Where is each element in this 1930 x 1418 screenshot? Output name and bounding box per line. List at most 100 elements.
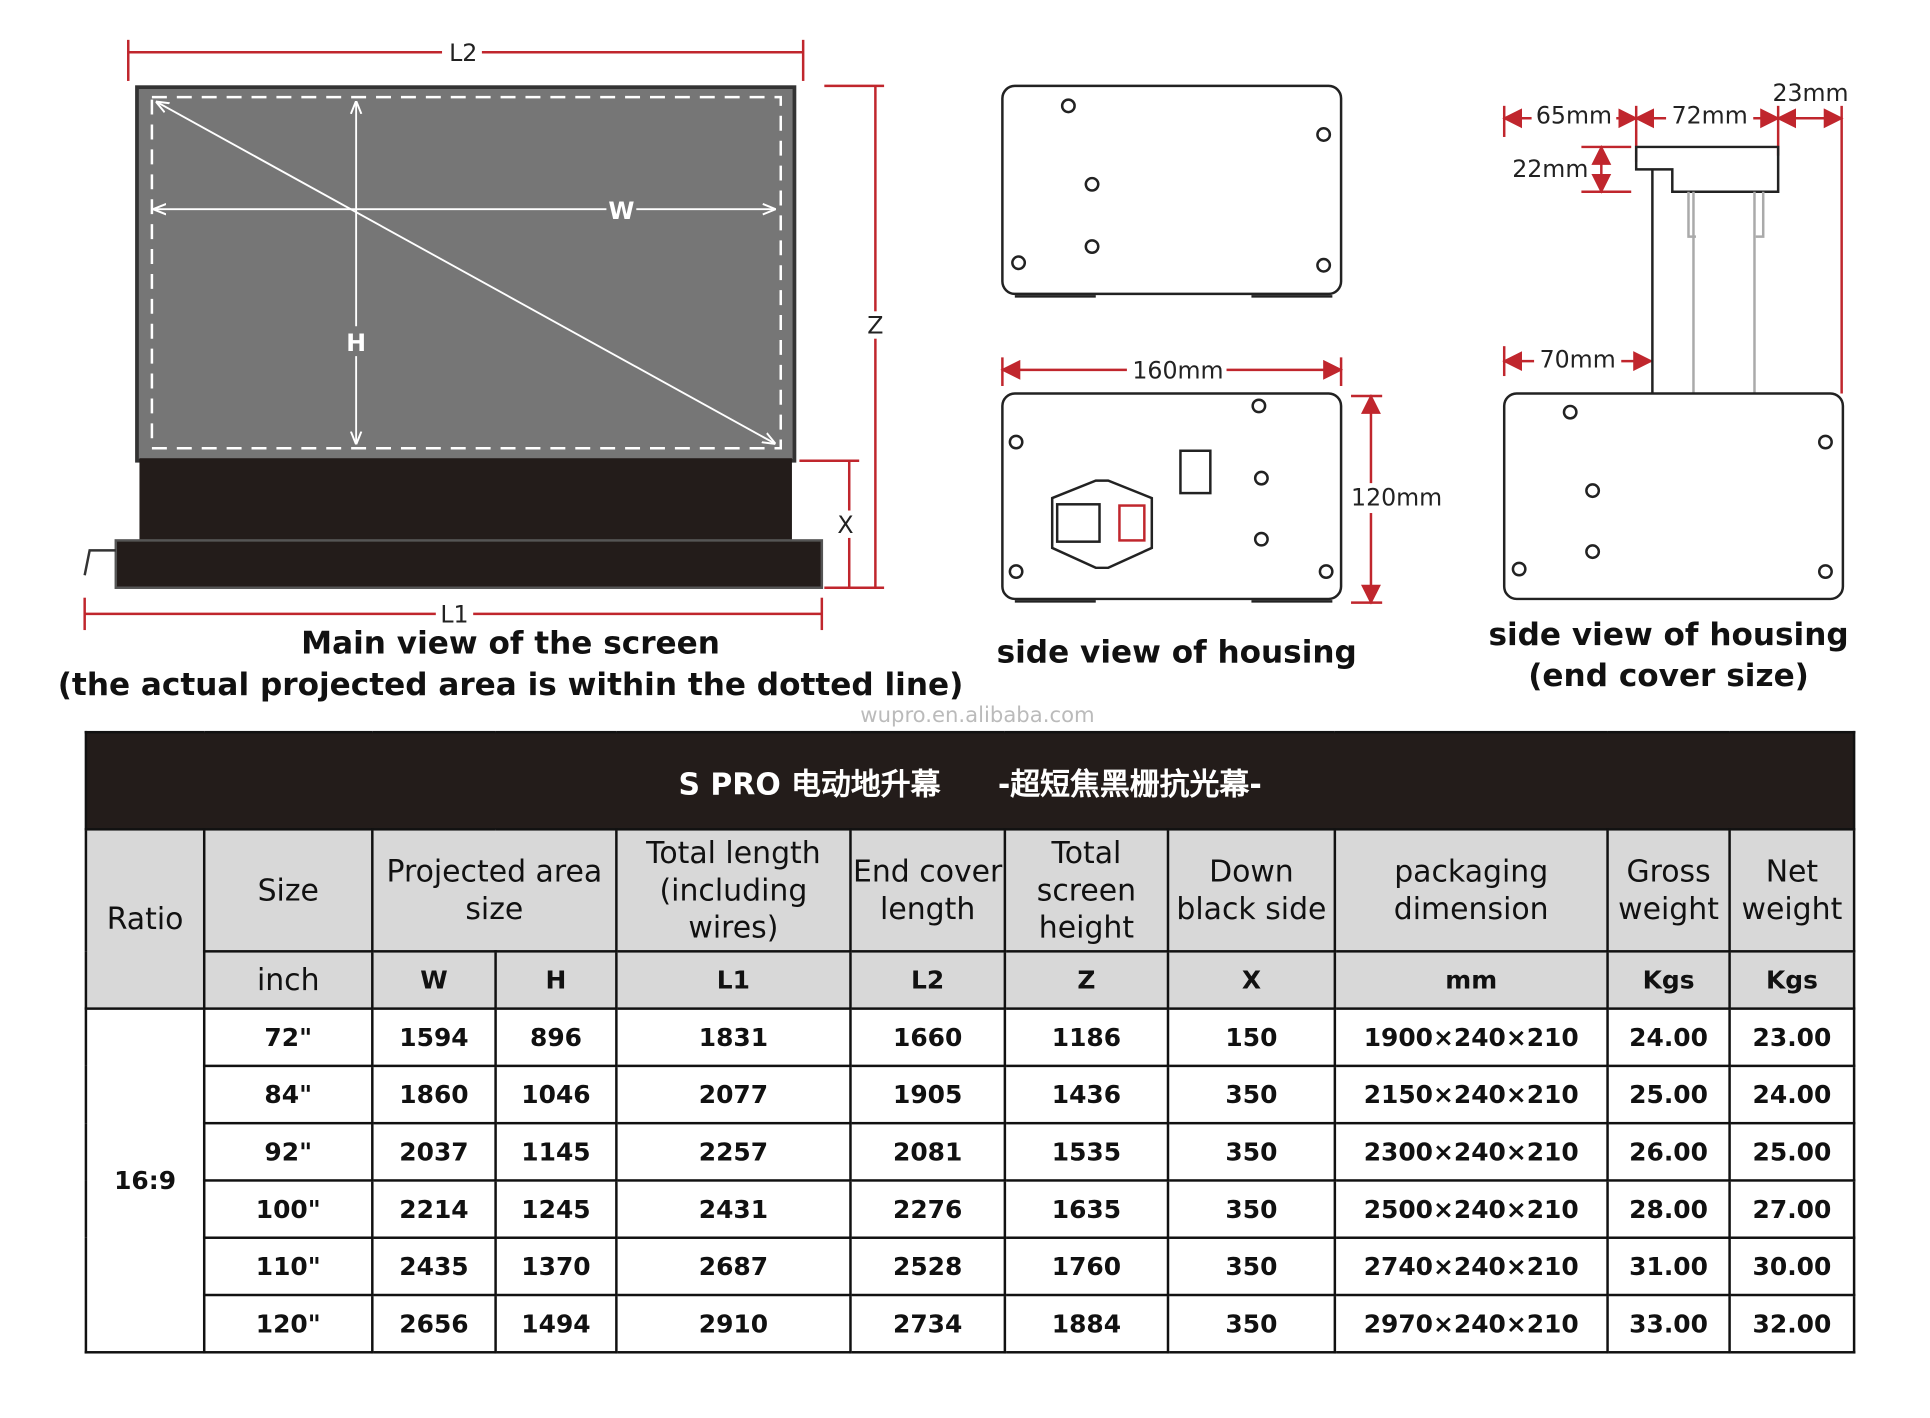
table-cell: 2081 <box>849 1121 1007 1182</box>
table-cell: 25.00 <box>1728 1121 1856 1182</box>
header-ratio: Ratio <box>84 828 206 1010</box>
table-cell: 350 <box>1166 1179 1337 1239</box>
table-cell: 2435 <box>371 1236 497 1297</box>
table-row: 92" 2037 1145 2257 2081 1535 350 2300×240×210 26… <box>86 1121 1856 1182</box>
dimension-diagrams: L2 W H Z X L1 160mm <box>83 37 1849 631</box>
side-view-caption: side view of housing <box>996 633 1357 670</box>
unit-packaging: mm <box>1333 950 1609 1010</box>
dim-22mm: 22mm <box>1512 155 1588 183</box>
w-label: W <box>608 197 634 225</box>
table-cell: 33.00 <box>1606 1293 1731 1354</box>
table-cell: 92" <box>202 1121 374 1182</box>
table-cell: 23.00 <box>1728 1007 1856 1068</box>
table-cell: 2257 <box>615 1121 852 1182</box>
table-cell: 350 <box>1166 1121 1337 1182</box>
table-cell: 30.00 <box>1728 1236 1856 1297</box>
header-total-height: Total screen height <box>1003 828 1170 953</box>
table-cell: 1831 <box>615 1007 852 1068</box>
table-cell: 2734 <box>849 1293 1007 1354</box>
table-cell: 2214 <box>371 1179 497 1239</box>
caption-line: Main view of the screen <box>301 625 720 662</box>
table-cell: 2910 <box>615 1293 852 1354</box>
table-row: 100" 2214 1245 2431 2276 1635 350 2500×240×210 2… <box>86 1179 1856 1239</box>
table-cell: 2431 <box>615 1179 852 1239</box>
height-120mm-label: 120mm <box>1351 484 1442 512</box>
table-cell: 2528 <box>849 1236 1007 1297</box>
table-cell: 1900×240×210 <box>1333 1007 1609 1068</box>
table-row: 16:9 72" 1594 896 1831 1660 1186 150 1900×240×21… <box>84 1007 1856 1354</box>
caption-line: (end cover size) <box>1528 657 1809 694</box>
table-cell: 1046 <box>494 1064 618 1125</box>
title-right: -超短焦黑栅抗光幕- <box>997 766 1262 802</box>
unit-l2: L2 <box>849 950 1007 1010</box>
table-cell: 84" <box>202 1064 374 1125</box>
unit-w: W <box>371 950 497 1010</box>
table-row: 110" 2435 1370 2687 2528 1760 350 2740×240×210 3… <box>86 1236 1856 1297</box>
table-cell: 1660 <box>849 1007 1007 1068</box>
table-cell: 72" <box>202 1007 374 1068</box>
table-cell: 1594 <box>371 1007 497 1068</box>
table-cell: 1145 <box>494 1121 618 1182</box>
l2-label: L2 <box>449 39 477 67</box>
unit-net: Kgs <box>1728 950 1856 1010</box>
table-title: S PRO 电动地升幕 -超短焦黑栅抗光幕- <box>84 730 1856 831</box>
title-left: S PRO 电动地升幕 <box>678 766 941 802</box>
table-cell: 1494 <box>494 1293 618 1354</box>
main-view-caption: Main view of the screen (the actual proj… <box>50 623 971 705</box>
dim-70mm: 70mm <box>1540 345 1616 373</box>
table-cell: 2276 <box>849 1179 1007 1239</box>
table-cell: 1245 <box>494 1179 618 1239</box>
header-net: Net weight <box>1728 828 1856 953</box>
h-label: H <box>346 329 366 357</box>
header-end-cover: End cover length <box>849 828 1007 953</box>
table-cell: 24.00 <box>1728 1064 1856 1125</box>
header-projected: Projected area size <box>371 828 618 953</box>
table-cell: 2500×240×210 <box>1333 1179 1609 1239</box>
table-cell: 31.00 <box>1606 1236 1731 1297</box>
header-total-length: Total length (including wires) <box>615 828 852 953</box>
table-row: 84" 1860 1046 2077 1905 1436 350 2150×240×210 25… <box>86 1064 1856 1125</box>
table-cell: 2656 <box>371 1293 497 1354</box>
header-packaging: packaging dimension <box>1333 828 1609 953</box>
table-cell: 27.00 <box>1728 1179 1856 1239</box>
table-cell: 2687 <box>615 1236 852 1297</box>
table-cell: 28.00 <box>1606 1179 1731 1239</box>
l1-label: L1 <box>440 601 468 629</box>
watermark: wupro.en.alibaba.com <box>860 703 1095 729</box>
table-cell: 896 <box>494 1007 618 1068</box>
unit-size: inch <box>202 950 374 1010</box>
header-size: Size <box>202 828 374 953</box>
table-cell: 26.00 <box>1606 1121 1731 1182</box>
table-cell: 110" <box>202 1236 374 1297</box>
width-160mm-label: 160mm <box>1132 357 1223 385</box>
caption-line: side view of housing <box>1488 616 1849 653</box>
dim-72mm: 72mm <box>1672 101 1748 129</box>
table-cell: 2740×240×210 <box>1333 1236 1609 1297</box>
spec-table: S PRO 电动地升幕 -超短焦黑栅抗光幕- Ratio Size Project… <box>84 730 1856 1354</box>
z-label: Z <box>867 312 883 340</box>
table-cell: 1635 <box>1003 1179 1170 1239</box>
table-cell: 2037 <box>371 1121 497 1182</box>
table-cell: 1436 <box>1003 1064 1170 1125</box>
table-cell: 1535 <box>1003 1121 1170 1182</box>
table-cell: 100" <box>202 1179 374 1239</box>
table-cell: 120" <box>202 1293 374 1354</box>
end-cover-view: 65mm 72mm 23mm 22mm 70mm <box>1502 79 1849 601</box>
unit-l1: L1 <box>615 950 852 1010</box>
unit-x: X <box>1166 950 1337 1010</box>
table-cell: 150 <box>1166 1007 1337 1068</box>
table-cell: 2970×240×210 <box>1333 1293 1609 1354</box>
header-down-black: Down black side <box>1166 828 1337 953</box>
table-cell: 32.00 <box>1728 1293 1856 1354</box>
housing-view-top <box>1001 84 1343 298</box>
table-cell: 1370 <box>494 1236 618 1297</box>
dim-23mm: 23mm <box>1772 79 1848 107</box>
table-cell: 24.00 <box>1606 1007 1731 1068</box>
table-row: 120" 2656 1494 2910 2734 1884 350 2970×240×210 3… <box>86 1293 1856 1354</box>
unit-gross: Kgs <box>1606 950 1731 1010</box>
x-label: X <box>837 511 853 539</box>
dim-65mm: 65mm <box>1536 101 1612 129</box>
unit-h: H <box>494 950 618 1010</box>
header-gross: Gross weight <box>1606 828 1731 953</box>
table-cell: 1884 <box>1003 1293 1170 1354</box>
